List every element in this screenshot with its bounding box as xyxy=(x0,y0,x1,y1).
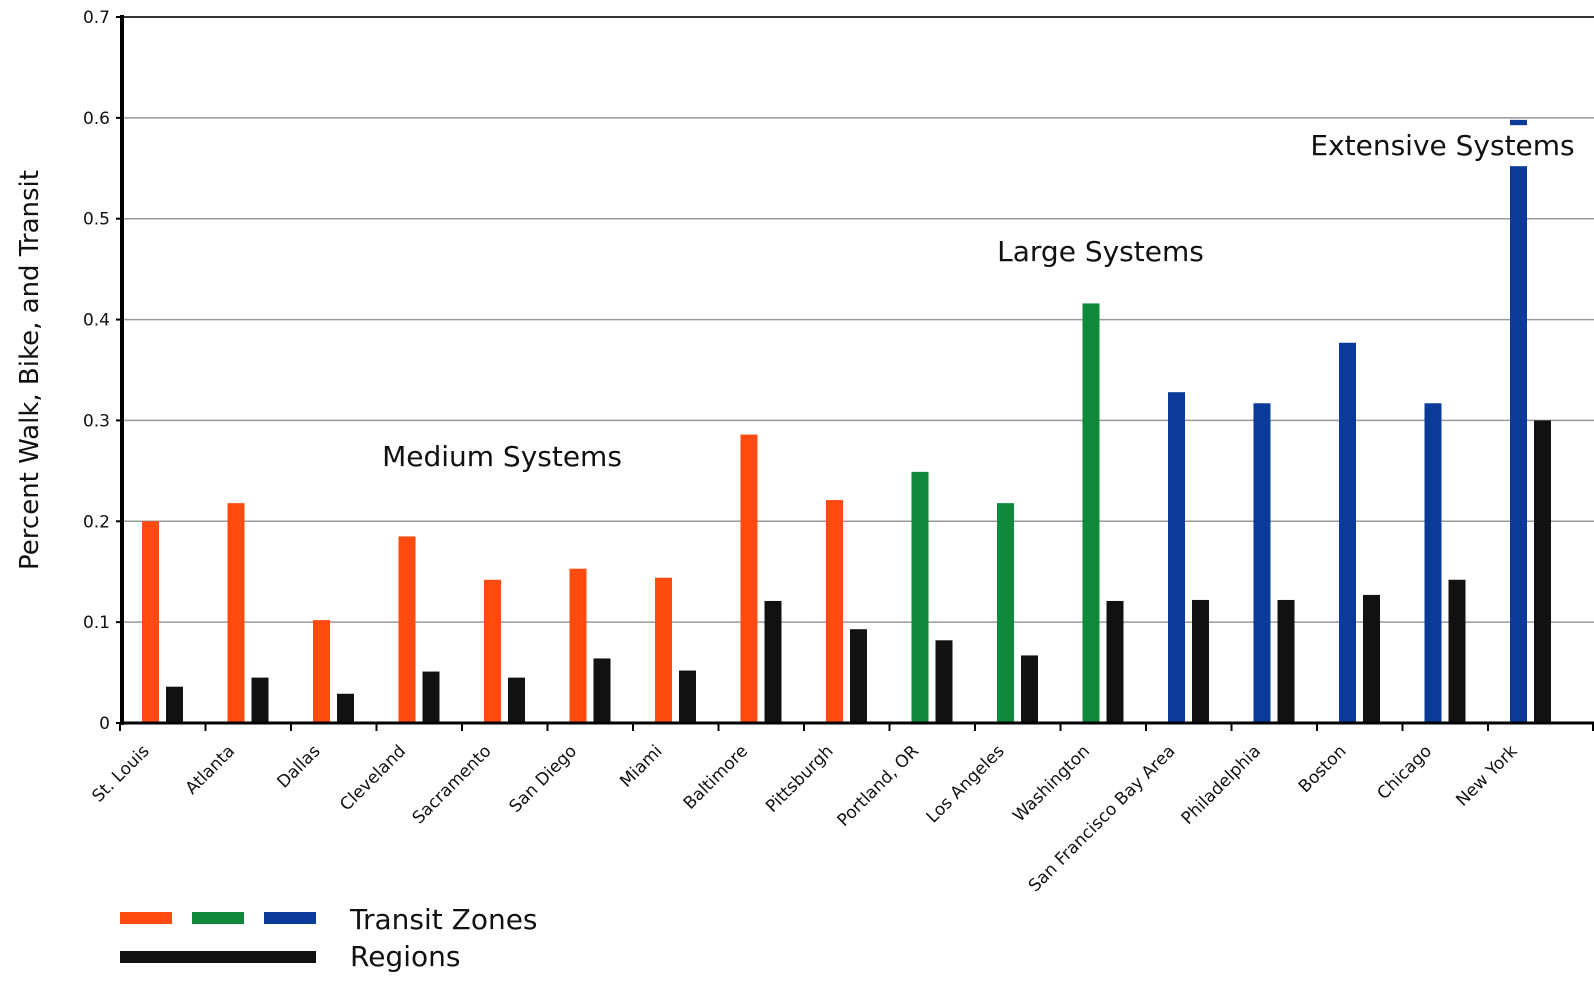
bar-regions xyxy=(422,671,440,723)
y-tick-label: 0.3 xyxy=(83,411,110,431)
y-tick-label: 0.1 xyxy=(83,613,110,633)
x-tick-label: Washington xyxy=(1009,741,1094,826)
bar-transit-zones xyxy=(911,471,929,723)
bar-regions xyxy=(679,670,696,723)
y-tick-label: 0.4 xyxy=(83,311,110,331)
y-tick-label: 0.5 xyxy=(83,210,110,230)
x-tick-label: Cleveland xyxy=(336,741,410,815)
bar-transit-zones xyxy=(1168,392,1185,723)
annotation-background xyxy=(372,435,632,477)
x-tick-label: Pittsburgh xyxy=(762,741,837,816)
bar-transit-zones xyxy=(1253,403,1271,723)
x-tick-label: Atlanta xyxy=(182,741,239,798)
x-tick-label: Baltimore xyxy=(680,741,752,813)
bar-transit-zones xyxy=(1082,303,1100,723)
bar-transit-zones xyxy=(655,577,672,723)
legend-label-transit-zones: Transit Zones xyxy=(349,903,538,936)
bar-transit-zones xyxy=(997,503,1014,723)
annotations: Medium Systems Large Systems Extensive Sys… xyxy=(372,125,1585,477)
bar-regions xyxy=(850,629,867,723)
annotation-group: Extensive Systems xyxy=(1300,125,1585,167)
annotation-background xyxy=(1300,125,1585,167)
x-tick-label: San Francisco Bay Area xyxy=(1025,741,1180,896)
legend-swatch-transit-zones xyxy=(264,912,316,924)
x-tick-labels: St. Louis Atlanta Dallas ClevelandSacrament… xyxy=(88,723,1594,896)
axes xyxy=(120,15,1594,725)
legend-swatch-regions xyxy=(120,951,316,963)
annotation-label: Medium Systems xyxy=(382,440,622,473)
x-tick-label: Miami xyxy=(616,741,666,791)
y-tick-label: 0.6 xyxy=(83,109,110,129)
bar-regions xyxy=(1192,599,1209,723)
bar-regions xyxy=(1106,600,1124,723)
y-tick-label: 0 xyxy=(99,714,110,734)
annotation-group: Large Systems xyxy=(987,231,1214,273)
y-tick-label: 0.2 xyxy=(83,512,110,532)
bar-transit-zones xyxy=(142,521,159,723)
x-tick-label: Philadelphia xyxy=(1178,741,1265,828)
bar-regions xyxy=(166,686,183,723)
bar-regions xyxy=(508,677,525,723)
y-axis-label: Percent Walk, Bike, and Transit xyxy=(15,170,45,570)
bar-transit-zones xyxy=(1339,342,1356,723)
bar-transit-zones xyxy=(227,503,245,723)
bar-regions xyxy=(1363,594,1380,723)
legend-label-regions: Regions xyxy=(350,940,460,973)
legend-swatch-transit-zones xyxy=(120,912,172,924)
x-tick-label: Los Angeles xyxy=(923,741,1009,827)
bar-regions xyxy=(1448,579,1466,723)
grid-lines xyxy=(122,16,1594,623)
bar-transit-zones xyxy=(740,434,758,723)
x-tick-label: New York xyxy=(1452,741,1521,810)
annotation-group: Medium Systems xyxy=(372,435,632,477)
bar-regions xyxy=(935,640,953,723)
x-tick-label: St. Louis xyxy=(88,741,153,806)
legend: Transit Zones Regions xyxy=(120,903,538,973)
bar-transit-zones xyxy=(1510,119,1527,724)
x-tick-label: Boston xyxy=(1295,741,1351,797)
bar-regions xyxy=(593,658,611,723)
bar-regions xyxy=(1534,420,1551,723)
annotation-label: Large Systems xyxy=(997,235,1204,268)
bar-regions xyxy=(337,693,354,723)
bar-transit-zones xyxy=(826,500,843,723)
legend-swatch-transit-zones xyxy=(192,912,244,924)
bar-regions xyxy=(764,600,782,723)
bar-regions xyxy=(251,677,269,723)
bar-transit-zones xyxy=(484,579,501,723)
annotation-label: Extensive Systems xyxy=(1310,129,1574,162)
y-tick-label: 0.7 xyxy=(83,8,110,28)
x-tick-label: Chicago xyxy=(1374,741,1436,803)
bar-regions xyxy=(1021,655,1038,723)
bar-regions xyxy=(1277,599,1295,723)
y-tick-labels: 0 0.1 0.2 0.3 0.4 0.5 0.6 0.7 xyxy=(83,8,122,734)
bars xyxy=(142,119,1551,724)
annotation-background xyxy=(987,231,1214,273)
x-tick-label: San Diego xyxy=(505,741,581,817)
x-tick-label: Sacramento xyxy=(409,741,496,828)
bar-transit-zones xyxy=(1424,403,1442,723)
bar-transit-zones xyxy=(313,620,330,723)
x-tick-label: Dallas xyxy=(273,741,324,792)
bar-transit-zones xyxy=(569,568,587,723)
bar-transit-zones xyxy=(398,536,416,723)
x-tick-label: Portland, OR xyxy=(834,741,924,831)
